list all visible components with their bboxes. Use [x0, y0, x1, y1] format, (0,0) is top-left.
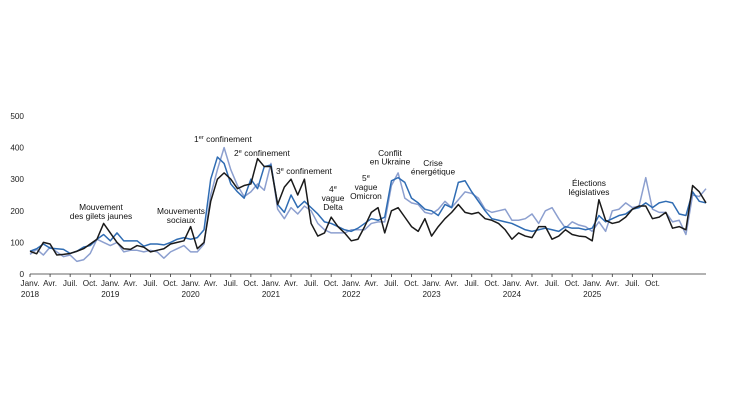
x-tick-label: Janv.: [502, 279, 521, 288]
annotation-text: vague: [322, 193, 345, 203]
x-tick-label: Oct.: [243, 279, 258, 288]
x-tick-label: Avr.: [43, 279, 57, 288]
x-tick-label: Janv.: [422, 279, 441, 288]
x-tick-label: Janv.: [261, 279, 280, 288]
annotation-text: 3e confinement: [276, 166, 333, 176]
x-tick-label: Avr.: [605, 279, 619, 288]
x-tick-label: Avr.: [445, 279, 459, 288]
annotation-text: des gilets jaunes: [70, 211, 132, 221]
annotation-text: 2e confinement: [234, 148, 291, 158]
x-tick-label: Oct.: [645, 279, 660, 288]
year-label: 2020: [182, 290, 201, 299]
x-tick-label: Oct.: [565, 279, 580, 288]
annotation-text: Omicron: [350, 191, 382, 201]
x-tick-label: Juil.: [464, 279, 479, 288]
year-label: 2021: [262, 290, 281, 299]
x-tick-label: Juil.: [304, 279, 319, 288]
year-label: 2019: [101, 290, 120, 299]
x-tick-label: Janv.: [101, 279, 120, 288]
series-line-dark-blue: [29, 156, 707, 255]
x-tick-label: Juil.: [384, 279, 399, 288]
year-label: 2024: [503, 290, 522, 299]
x-tick-label: Oct.: [163, 279, 178, 288]
year-label: 2025: [583, 290, 602, 299]
annotation-text: énergétique: [411, 167, 456, 177]
x-tick-label: Oct.: [324, 279, 339, 288]
annotation-text: 5e: [362, 173, 370, 183]
x-tick-label: Avr.: [525, 279, 539, 288]
annotation-text: Conflit: [378, 148, 402, 158]
x-tick-label: Oct.: [404, 279, 419, 288]
x-tick-label: Janv.: [583, 279, 602, 288]
x-tick-label: Avr.: [123, 279, 137, 288]
annotation-text: législatives: [569, 187, 610, 197]
x-tick-label: Juil.: [625, 279, 640, 288]
annotation-text: vague: [355, 182, 378, 192]
x-tick-label: Juil.: [224, 279, 239, 288]
x-tick-label: Avr.: [364, 279, 378, 288]
annotation-text: Élections: [572, 178, 606, 188]
y-tick-label: 200: [10, 207, 24, 216]
year-label: 2023: [422, 290, 441, 299]
annotation-text: Delta: [323, 202, 343, 212]
x-tick-label: Janv.: [181, 279, 200, 288]
y-tick-label: 300: [10, 175, 24, 184]
annotation-text: 4e: [329, 184, 337, 194]
series-line-light-blue: [29, 146, 707, 263]
annotation-text: Mouvements: [157, 206, 205, 216]
x-tick-label: Juil.: [63, 279, 78, 288]
series-lines: [29, 146, 707, 263]
annotation-text: 1er confinement: [194, 134, 252, 144]
y-tick-label: 0: [19, 270, 24, 279]
x-tick-label: Janv.: [21, 279, 40, 288]
x-tick-label: Janv.: [342, 279, 361, 288]
x-tick-label: Juil.: [143, 279, 158, 288]
annotation-text: Crise: [423, 158, 443, 168]
annotation-text: sociaux: [167, 215, 196, 225]
x-tick-label: Oct.: [484, 279, 499, 288]
x-tick-label: Oct.: [83, 279, 98, 288]
annotation-text: Mouvement: [79, 202, 123, 212]
x-tick-label: Avr.: [284, 279, 298, 288]
y-tick-label: 400: [10, 144, 24, 153]
year-label: 2022: [342, 290, 361, 299]
series-line-black: [29, 157, 707, 256]
x-tick-label: Avr.: [204, 279, 218, 288]
x-tick-label: Juil.: [545, 279, 560, 288]
annotation-text: en Ukraine: [370, 157, 411, 167]
year-label: 2018: [21, 290, 40, 299]
y-tick-label: 100: [10, 238, 24, 247]
y-tick-label: 500: [10, 112, 24, 121]
